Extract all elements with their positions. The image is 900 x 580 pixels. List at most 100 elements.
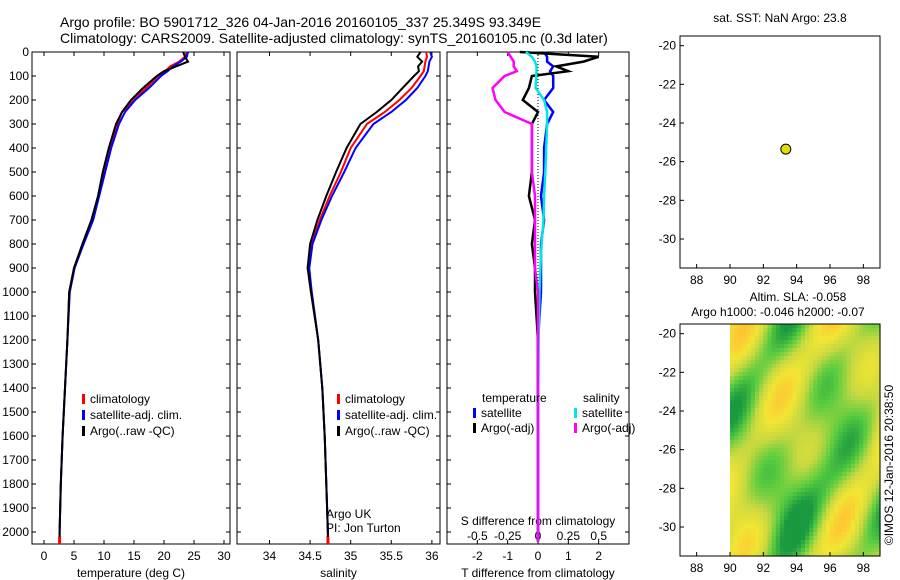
s-tick-label: 0.5 — [590, 529, 607, 543]
series-line — [58, 51, 188, 542]
x-axis-label: T difference from climatology — [461, 566, 615, 580]
argo-location-marker — [780, 143, 792, 155]
y-tick-label: -20 — [659, 327, 677, 341]
legend-label: Argo(-adj) — [582, 421, 635, 435]
y-tick-label: 400 — [9, 141, 29, 155]
y-tick-label: 800 — [9, 237, 29, 251]
legend-swatch — [337, 426, 340, 436]
legend-swatch — [337, 394, 340, 404]
y-tick-label: 1800 — [2, 477, 29, 491]
legend-swatch — [574, 423, 577, 433]
legend-label: Argo(-adj) — [481, 421, 534, 435]
x-tick-label: 94 — [790, 273, 804, 287]
y-tick-label: 1600 — [2, 429, 29, 443]
x-tick-label: 30 — [217, 549, 231, 563]
x-tick-label: 5 — [71, 549, 78, 563]
legend-swatch — [473, 423, 476, 433]
x-tick-label: 10 — [97, 549, 111, 563]
x-tick-label: 36 — [425, 549, 439, 563]
x-tick-label: 15 — [127, 549, 141, 563]
legend-label: satellite — [481, 406, 522, 420]
y-tick-label: 100 — [9, 69, 29, 83]
map-title: sat. SST: NaN Argo: 23.8 — [713, 11, 847, 25]
y-tick-label: -30 — [659, 520, 677, 534]
y-tick-label: -28 — [659, 481, 677, 495]
y-tick-label: -22 — [659, 77, 677, 91]
x-tick-label: 1 — [565, 549, 572, 563]
legend-swatch — [574, 408, 577, 418]
x-tick-label: 92 — [757, 561, 771, 575]
x-tick-label: -1 — [502, 549, 513, 563]
x-tick-label: 92 — [757, 273, 771, 287]
legend-swatch — [473, 408, 476, 418]
y-tick-label: 1500 — [2, 405, 29, 419]
y-tick-label: 1700 — [2, 453, 29, 467]
legend-label: satellite-adj. clim. — [90, 408, 182, 422]
y-tick-label: -28 — [659, 193, 677, 207]
s-tick-label: -0.5 — [467, 529, 488, 543]
y-tick-label: -26 — [659, 155, 677, 169]
sla-title-line2: Argo h1000: -0.046 h2000: -0.07 — [691, 305, 865, 319]
legend-label: satellite-adj. clim. — [345, 408, 437, 422]
y-tick-label: -20 — [659, 39, 677, 53]
y-tick-label: 1300 — [2, 357, 29, 371]
x-axis-label: salinity — [320, 566, 357, 580]
s-tick-label: 0.25 — [557, 529, 581, 543]
annotation-text: Argo UK — [326, 507, 371, 521]
x-tick-label: 90 — [723, 273, 737, 287]
x-tick-label: 88 — [690, 273, 704, 287]
legend-label: satellite — [582, 406, 623, 420]
legend-swatch — [82, 410, 85, 420]
x-tick-label: 88 — [690, 561, 704, 575]
y-tick-label: 1200 — [2, 333, 29, 347]
y-tick-label: -22 — [659, 365, 677, 379]
y-tick-label: 500 — [9, 165, 29, 179]
y-tick-label: 1900 — [2, 501, 29, 515]
copyright-label: ©IMOS 12-Jan-2016 20:38:50 — [882, 385, 896, 546]
x-axis-label: temperature (deg C) — [77, 566, 185, 580]
plot-title-line1: Argo profile: BO 5901712_326 04-Jan-2016… — [60, 14, 542, 30]
legend-header: salinity — [583, 391, 620, 405]
x-tick-label: 20 — [157, 549, 171, 563]
x-tick-label: 25 — [187, 549, 201, 563]
x-tick-label: 90 — [723, 561, 737, 575]
y-tick-label: 200 — [9, 93, 29, 107]
legend-label: climatology — [90, 392, 150, 406]
temperature-plot-frame — [31, 51, 231, 545]
series-line — [491, 51, 540, 542]
x-tick-label: -2 — [472, 549, 483, 563]
annotation-text: PI: Jon Turton — [326, 521, 401, 535]
y-tick-label: -24 — [659, 116, 677, 130]
y-tick-label: 1100 — [3, 309, 29, 323]
legend-swatch — [82, 394, 85, 404]
y-tick-label: 0 — [22, 45, 29, 59]
y-tick-label: 300 — [9, 117, 29, 131]
x-tick-label: 2 — [595, 549, 602, 563]
y-tick-label: 900 — [9, 261, 29, 275]
x-tick-label: 35.5 — [380, 549, 404, 563]
legend-label: climatology — [345, 392, 405, 406]
x-tick-label: 98 — [857, 273, 871, 287]
x-tick-label: 96 — [823, 561, 837, 575]
s-tick-label: -0.25 — [494, 529, 522, 543]
salinity-plot-frame — [236, 51, 441, 545]
x-tick-label: 0 — [41, 549, 48, 563]
y-tick-label: 1400 — [2, 381, 29, 395]
series-line — [58, 51, 190, 542]
x-tick-label: 0 — [535, 549, 542, 563]
x-tick-label: 94 — [790, 561, 804, 575]
legend-label: Argo(..raw -QC) — [90, 424, 175, 438]
y-tick-label: 2000 — [2, 525, 29, 539]
x-tick-label: 96 — [823, 273, 837, 287]
sla-title-line1: Altim. SLA: -0.058 — [750, 290, 847, 304]
series-line — [58, 51, 189, 542]
legend-label: Argo(..raw -QC) — [345, 424, 430, 438]
legend-swatch — [337, 410, 340, 420]
x-tick-label: 98 — [857, 561, 871, 575]
y-tick-label: 700 — [9, 213, 29, 227]
legend-swatch — [82, 426, 85, 436]
location-map-frame — [679, 35, 881, 269]
x-tick-label: 35 — [344, 549, 358, 563]
y-tick-label: -30 — [659, 232, 677, 246]
